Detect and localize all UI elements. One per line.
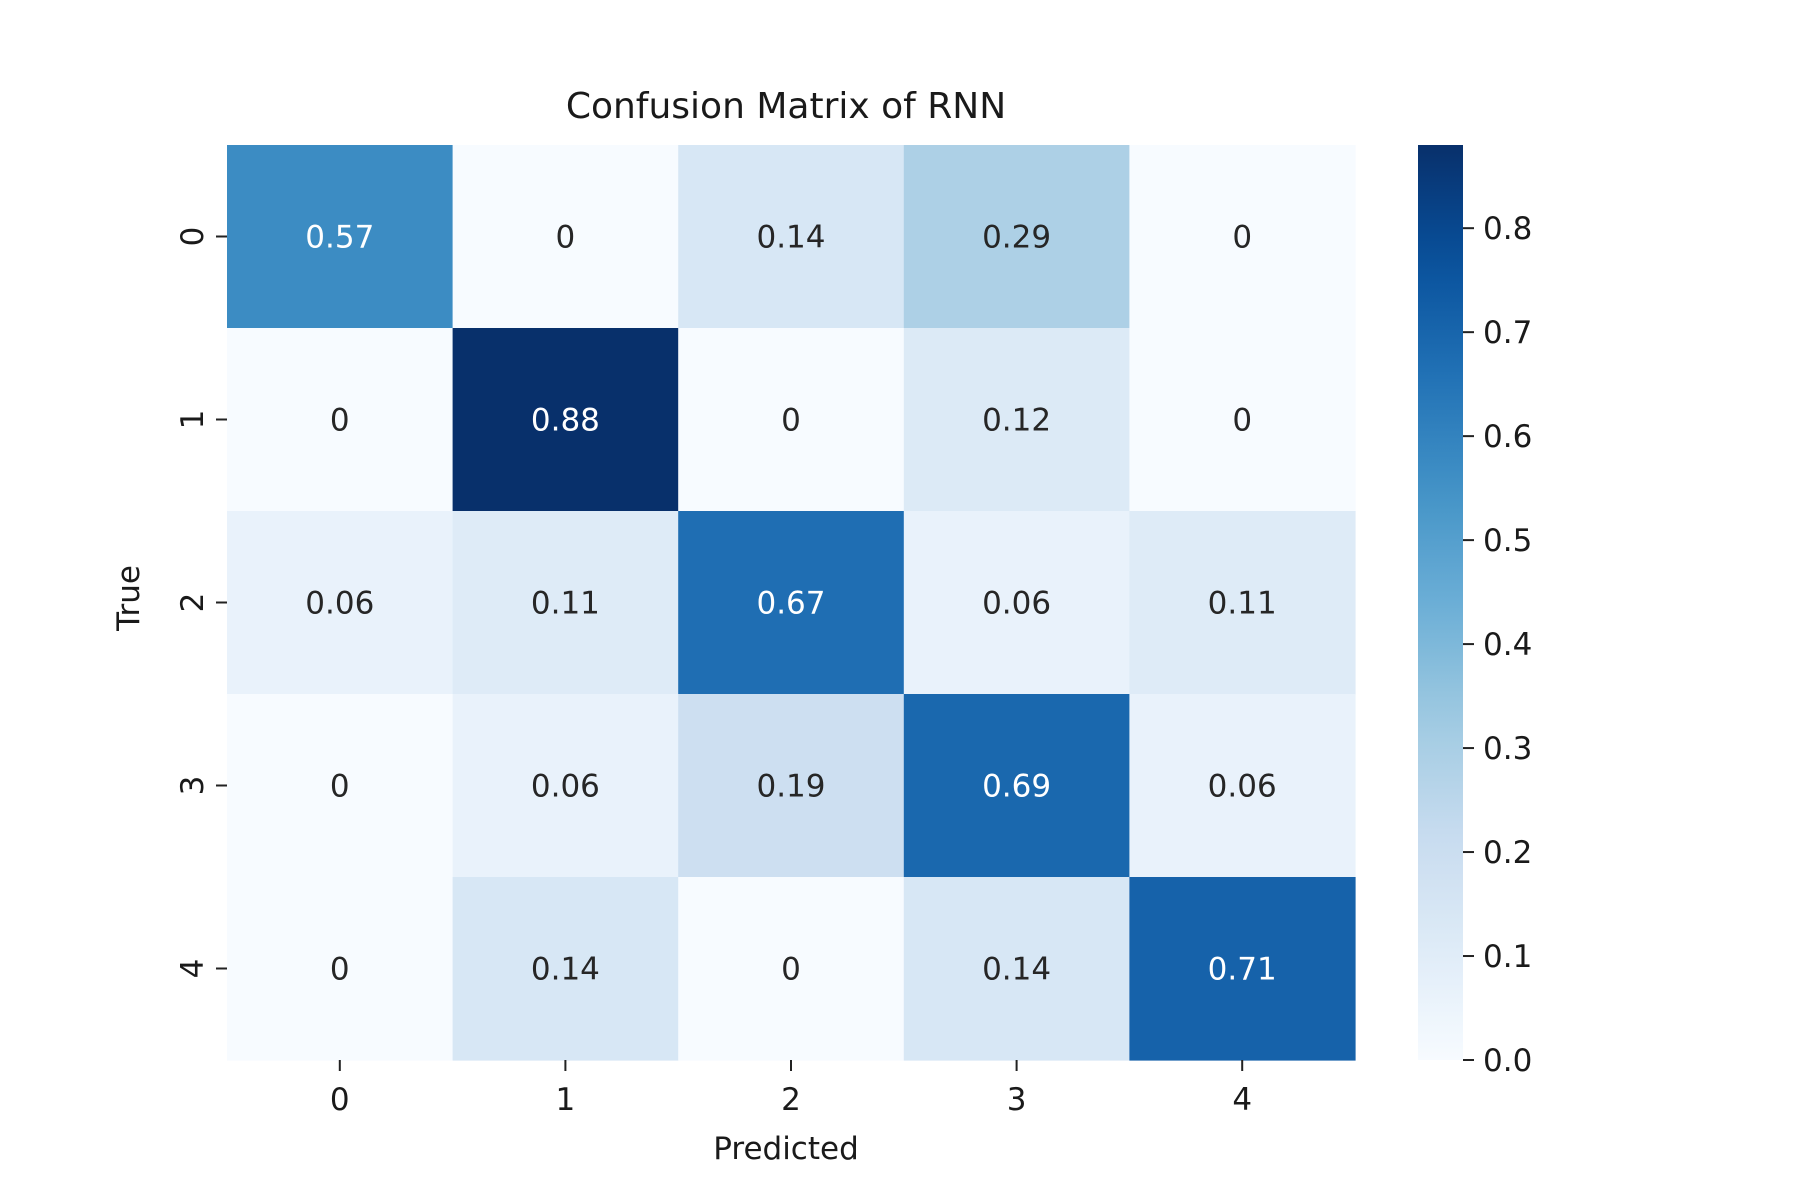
heatmap-cell-labels: 0.57 0 0.14 0.29 0 0 0.88 0 0.12 0 0.06 0.11 0.67 0.0… bbox=[305, 220, 1276, 988]
cell-value-3-2: 0.19 bbox=[756, 769, 825, 805]
colorbar-tick-label-0: 0.0 bbox=[1483, 1043, 1532, 1079]
cell-value-1-0: 0 bbox=[330, 403, 350, 439]
x-tick-label-1: 1 bbox=[556, 1082, 576, 1118]
colorbar-axis: 0.0 0.1 0.2 0.3 0.4 0.5 0.6 0.7 0.8 bbox=[1463, 211, 1532, 1079]
y-axis: 0 1 2 3 4 bbox=[175, 227, 227, 979]
colorbar bbox=[1418, 145, 1463, 1060]
colorbar-tick-label-2: 0.2 bbox=[1483, 835, 1532, 871]
heatmap-cell-0-1 bbox=[452, 145, 679, 329]
cell-value-3-0: 0 bbox=[330, 769, 350, 805]
cell-value-2-4: 0.11 bbox=[1208, 586, 1277, 622]
x-tick-label-0: 0 bbox=[330, 1082, 350, 1118]
y-tick-label-1: 1 bbox=[175, 410, 211, 430]
y-tick-label-4: 4 bbox=[175, 959, 211, 979]
cell-value-4-2: 0 bbox=[781, 952, 801, 988]
heatmap-cell-0-0 bbox=[227, 145, 454, 329]
cell-value-0-2: 0.14 bbox=[756, 220, 825, 256]
heatmap-cell-4-2 bbox=[678, 877, 905, 1061]
heatmap-cells bbox=[227, 145, 1356, 1061]
colorbar-tick-label-6: 0.6 bbox=[1483, 419, 1532, 455]
colorbar-tick-label-8: 0.8 bbox=[1483, 211, 1532, 247]
heatmap-cell-4-4 bbox=[1129, 877, 1356, 1061]
colorbar-tick-label-5: 0.5 bbox=[1483, 523, 1532, 559]
cell-value-0-3: 0.29 bbox=[982, 220, 1051, 256]
cell-value-1-2: 0 bbox=[781, 403, 801, 439]
heatmap-cell-3-0 bbox=[227, 694, 454, 878]
heatmap-cell-2-2 bbox=[678, 511, 905, 695]
y-tick-label-2: 2 bbox=[175, 593, 211, 613]
heatmap-cell-3-3 bbox=[903, 694, 1130, 878]
colorbar-tick-label-1: 0.1 bbox=[1483, 939, 1532, 975]
heatmap-cell-3-2 bbox=[678, 694, 905, 878]
x-tick-label-3: 3 bbox=[1007, 1082, 1027, 1118]
heatmap-cell-3-1 bbox=[452, 694, 679, 878]
cell-value-2-1: 0.11 bbox=[531, 586, 600, 622]
heatmap-cell-2-4 bbox=[1129, 511, 1356, 695]
heatmap-cell-0-2 bbox=[678, 145, 905, 329]
cell-value-2-3: 0.06 bbox=[982, 586, 1051, 622]
heatmap-cell-1-3 bbox=[903, 328, 1130, 512]
x-axis: 0 1 2 3 4 bbox=[330, 1060, 1252, 1118]
heatmap-cell-0-3 bbox=[903, 145, 1130, 329]
heatmap-cell-4-1 bbox=[452, 877, 679, 1061]
heatmap-cell-1-0 bbox=[227, 328, 454, 512]
x-axis-label: Predicted bbox=[713, 1131, 859, 1167]
cell-value-2-0: 0.06 bbox=[305, 586, 374, 622]
cell-value-3-4: 0.06 bbox=[1208, 769, 1277, 805]
heatmap-cell-1-2 bbox=[678, 328, 905, 512]
cell-value-4-3: 0.14 bbox=[982, 952, 1051, 988]
cell-value-1-1: 0.88 bbox=[531, 403, 600, 439]
cell-value-3-1: 0.06 bbox=[531, 769, 600, 805]
heatmap-cell-0-4 bbox=[1129, 145, 1356, 329]
y-axis-label: True bbox=[111, 565, 147, 632]
cell-value-4-1: 0.14 bbox=[531, 952, 600, 988]
cell-value-4-4: 0.71 bbox=[1208, 952, 1277, 988]
colorbar-tick-label-7: 0.7 bbox=[1483, 315, 1532, 351]
colorbar-tick-label-4: 0.4 bbox=[1483, 627, 1532, 663]
cell-value-2-2: 0.67 bbox=[756, 586, 825, 622]
colorbar-tick-label-3: 0.3 bbox=[1483, 731, 1532, 767]
heatmap-cell-1-4 bbox=[1129, 328, 1356, 512]
chart-title: Confusion Matrix of RNN bbox=[566, 86, 1006, 127]
heatmap-cell-3-4 bbox=[1129, 694, 1356, 878]
heatmap-cell-2-0 bbox=[227, 511, 454, 695]
heatmap-cell-2-3 bbox=[903, 511, 1130, 695]
heatmap-cell-1-1 bbox=[452, 328, 679, 512]
heatmap-cell-4-0 bbox=[227, 877, 454, 1061]
cell-value-0-1: 0 bbox=[556, 220, 576, 256]
y-tick-label-0: 0 bbox=[175, 227, 211, 247]
heatmap-cell-4-3 bbox=[903, 877, 1130, 1061]
cell-value-0-4: 0 bbox=[1232, 220, 1252, 256]
cell-value-1-3: 0.12 bbox=[982, 403, 1051, 439]
y-tick-label-3: 3 bbox=[175, 776, 211, 796]
cell-value-0-0: 0.57 bbox=[305, 220, 374, 256]
cell-value-1-4: 0 bbox=[1232, 403, 1252, 439]
cell-value-3-3: 0.69 bbox=[982, 769, 1051, 805]
heatmap-cell-2-1 bbox=[452, 511, 679, 695]
x-tick-label-4: 4 bbox=[1232, 1082, 1252, 1118]
x-tick-label-2: 2 bbox=[781, 1082, 801, 1118]
cell-value-4-0: 0 bbox=[330, 952, 350, 988]
